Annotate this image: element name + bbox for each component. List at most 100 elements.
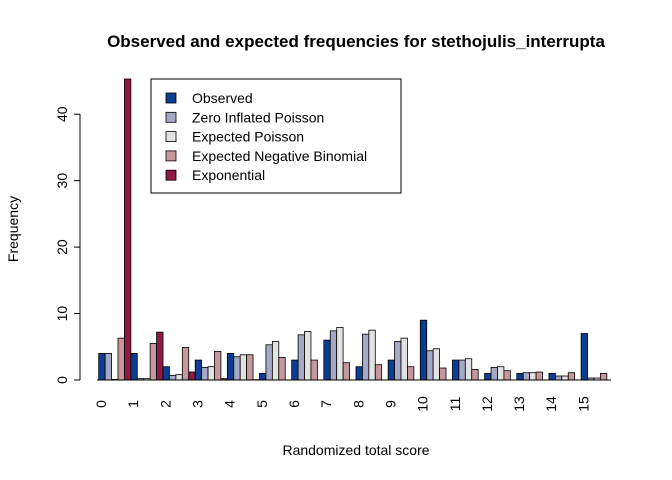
bar-exponential-0 (124, 78, 132, 381)
legend: Observed Zero Inflated Poisson Expected Po… (150, 78, 402, 194)
bar-observed-9 (387, 359, 395, 381)
x-tick-label-5: 5 (254, 400, 270, 408)
x-tick-label-7: 7 (318, 400, 334, 408)
x-tick-label-2: 2 (157, 400, 173, 408)
x-tick-label-11: 11 (447, 397, 463, 412)
x-axis-label: Randomized total score (282, 442, 429, 458)
bar-expected-negative-binomial-6 (310, 359, 318, 381)
chart-title: Observed and expected frequencies for st… (107, 32, 605, 51)
bar-observed-3 (194, 359, 203, 381)
bar-expected-negative-binomial-13 (535, 371, 543, 381)
bar-zero-inflated-poisson-14 (554, 375, 563, 381)
bar-expected-negative-binomial-7 (342, 362, 350, 381)
bar-zero-inflated-poisson-3 (201, 366, 209, 381)
bar-zero-inflated-poisson-7 (329, 330, 338, 381)
bar-zero-inflated-poisson-10 (426, 350, 434, 381)
x-tick-label-10: 10 (415, 396, 431, 412)
x-tick-label-3: 3 (189, 400, 205, 408)
bar-observed-0 (98, 353, 106, 381)
legend-swatch-zero-inflated-poisson (165, 111, 177, 123)
bar-expected-negative-binomial-2 (181, 347, 190, 381)
x-tick-label-8: 8 (350, 400, 366, 408)
bar-zero-inflated-poisson-4 (233, 356, 241, 381)
bar-observed-1 (130, 353, 138, 381)
bar-observed-12 (484, 372, 492, 381)
bar-expected-poisson-3 (207, 366, 215, 381)
legend-label-expected-negative-binomial: Expected Negative Binomial (192, 148, 367, 164)
bar-expected-poisson-7 (336, 327, 344, 381)
bar-expected-poisson-11 (464, 358, 473, 381)
bar-expected-negative-binomial-10 (439, 367, 447, 381)
y-tick-label: 20 (54, 239, 70, 255)
bar-observed-6 (291, 359, 299, 381)
x-tick-label-12: 12 (479, 396, 495, 412)
bar-expected-negative-binomial-11 (471, 368, 479, 381)
x-tick-label-1: 1 (125, 400, 141, 408)
legend-label-zero-inflated-poisson: Zero Inflated Poisson (192, 109, 324, 125)
y-tick-label: 0 (54, 376, 70, 384)
bar-expected-negative-binomial-15 (599, 372, 608, 381)
bar-exponential-2 (188, 371, 196, 381)
bar-expected-poisson-14 (561, 375, 569, 381)
bar-expected-poisson-10 (432, 348, 440, 381)
legend-label-expected-poisson: Expected Poisson (192, 129, 304, 145)
x-tick-label-14: 14 (543, 396, 559, 412)
bar-exponential-1 (156, 331, 164, 381)
legend-swatch-expected-negative-binomial (165, 150, 177, 162)
bar-zero-inflated-poisson-5 (265, 344, 273, 381)
bar-observed-7 (323, 339, 331, 381)
bar-observed-14 (548, 372, 556, 381)
bar-expected-negative-binomial-14 (567, 372, 576, 381)
bar-zero-inflated-poisson-13 (522, 372, 531, 381)
x-tick-label-9: 9 (382, 400, 398, 408)
y-tick-label: 10 (54, 306, 70, 322)
legend-swatch-observed (165, 92, 177, 104)
bar-expected-negative-binomial-9 (407, 366, 415, 381)
bar-observed-10 (419, 319, 428, 381)
bar-observed-8 (355, 366, 363, 381)
bar-expected-poisson-5 (271, 341, 280, 381)
bar-zero-inflated-poisson-8 (362, 333, 370, 381)
bar-expected-poisson-12 (497, 366, 505, 381)
bar-expected-poisson-13 (529, 372, 537, 381)
x-axis: 0 1 2 3 4 5 6 7 8 9 10 11 12 13 14 15 (93, 379, 611, 412)
x-tick-label-15: 15 (575, 396, 591, 412)
bar-expected-poisson-2 (175, 374, 183, 381)
bar-expected-negative-binomial-4 (246, 354, 254, 381)
bar-zero-inflated-poisson-2 (169, 374, 177, 381)
bar-expected-negative-binomial-0 (117, 337, 125, 381)
bar-observed-4 (226, 353, 235, 381)
bar-zero-inflated-poisson-11 (458, 359, 466, 381)
y-tick-label: 40 (54, 106, 70, 122)
bar-observed-15 (580, 333, 588, 381)
bar-expected-poisson-9 (400, 337, 408, 381)
y-tick-label: 30 (54, 173, 70, 189)
bar-observed-11 (452, 359, 460, 381)
bar-zero-inflated-poisson-9 (394, 341, 402, 381)
legend-box (150, 78, 402, 194)
bar-zero-inflated-poisson-0 (104, 353, 112, 381)
bar-observed-5 (259, 372, 267, 381)
bars-group (98, 78, 608, 381)
bar-expected-poisson-8 (368, 329, 376, 381)
bar-zero-inflated-poisson-6 (297, 334, 305, 381)
bar-observed-2 (162, 366, 170, 381)
bar-expected-negative-binomial-8 (374, 364, 383, 381)
y-axis: 0 10 20 30 40 (54, 106, 81, 384)
bar-zero-inflated-poisson-12 (490, 366, 498, 381)
y-axis-label: Frequency (5, 196, 21, 262)
x-tick-label-6: 6 (286, 400, 302, 408)
legend-swatch-exponential (165, 169, 177, 181)
legend-label-observed: Observed (192, 90, 253, 106)
bar-expected-negative-binomial-5 (278, 357, 286, 381)
x-tick-label-13: 13 (511, 396, 527, 412)
bar-expected-negative-binomial-1 (149, 343, 157, 381)
legend-label-exponential: Exponential (192, 167, 265, 183)
bar-observed-13 (516, 372, 524, 381)
x-tick-label-0: 0 (93, 400, 109, 408)
bar-expected-poisson-4 (239, 354, 248, 381)
bar-expected-poisson-6 (304, 331, 312, 381)
bar-expected-negative-binomial-3 (214, 351, 222, 381)
bar-expected-negative-binomial-12 (503, 370, 511, 381)
